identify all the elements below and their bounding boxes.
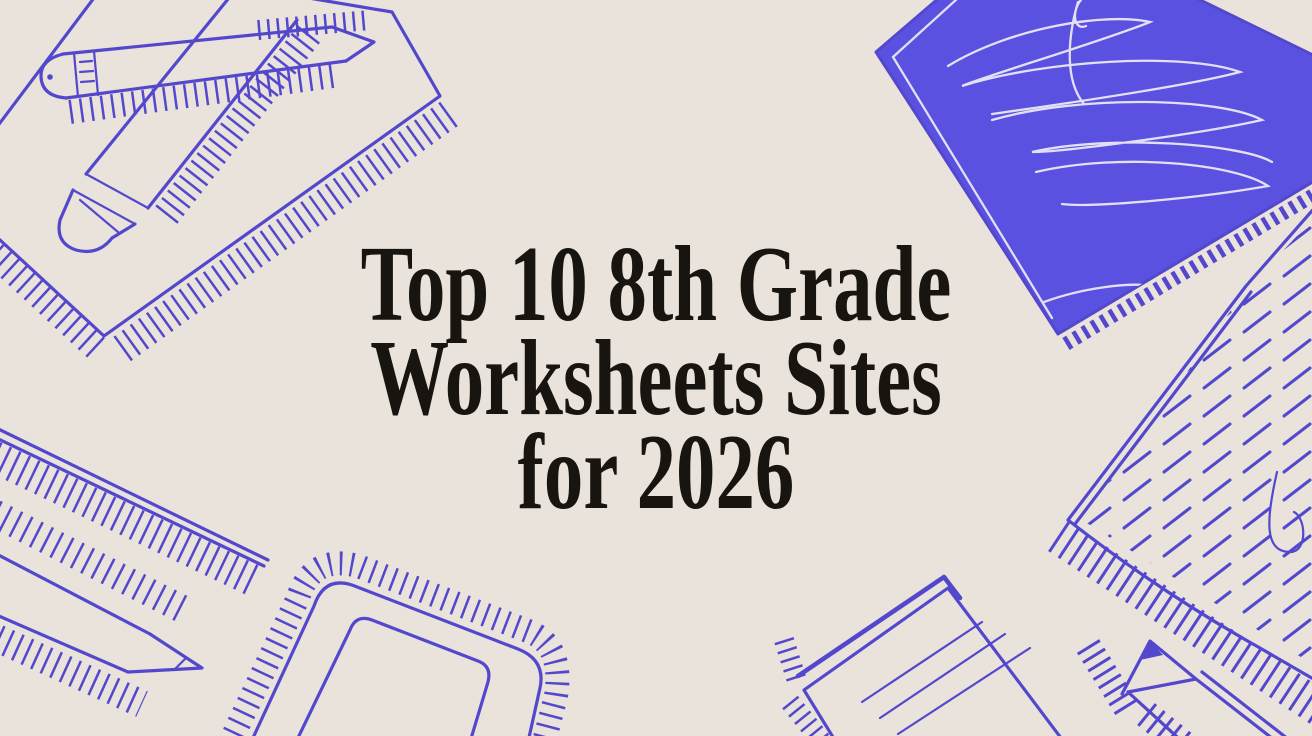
feather-hatch [1076, 639, 1142, 721]
paper-and-pencils-doodle [0, 0, 458, 365]
white-scribble [1068, 0, 1090, 106]
white-scribble [1034, 160, 1271, 207]
scribble-fill [1082, 220, 1312, 664]
white-scribble [990, 100, 1274, 164]
pencil-cone [1120, 639, 1198, 696]
pencil-tip [126, 632, 204, 674]
pencil-body [84, 0, 299, 210]
notebook-cover [874, 0, 1312, 336]
blue-notebook-doodle [874, 0, 1312, 350]
white-scribble [946, 17, 1244, 116]
frame-outer [252, 581, 543, 736]
pencil-body [1126, 670, 1287, 736]
book-edge [0, 428, 270, 568]
book-and-pencil-doodle [0, 428, 270, 717]
pencil-graphite [1140, 641, 1163, 660]
hatch-shadow [0, 241, 105, 358]
ruled-lines [860, 620, 1032, 736]
title-line-3: for 2026 [517, 413, 795, 532]
spine-dashes [1062, 187, 1312, 350]
frame-inner [297, 616, 491, 736]
hatch-shadow [0, 624, 148, 717]
pencil-eraser [57, 188, 137, 254]
hatch-shadow [774, 636, 831, 736]
pencil-ferrule [71, 172, 150, 234]
page-title: Top 10 8th Grade Worksheets Sites for 20… [177, 225, 1135, 532]
hatch-shadow [0, 441, 259, 595]
pencil-eraser [39, 52, 68, 100]
sheet-outline [1066, 208, 1312, 681]
inner-border [891, 0, 1054, 320]
pencil-graphite [172, 656, 188, 672]
scribbled-sheet-doodle [1048, 208, 1312, 726]
paper-stack-doodle [774, 574, 1062, 736]
tablet-frame-doodle [223, 551, 570, 736]
pencil-band [72, 49, 100, 99]
front-sheet [802, 586, 1062, 736]
pencil-dot [47, 74, 53, 80]
tick-border [223, 551, 570, 736]
feather-hatch [1137, 703, 1196, 736]
corner-pencil-doodle [1076, 639, 1287, 736]
pencil-tip [330, 25, 376, 63]
pen-loop [1268, 470, 1305, 554]
title-line-2: Worksheets Sites [370, 319, 942, 438]
title-line-1: Top 10 8th Grade [360, 225, 952, 344]
hatch-shadow [153, 25, 320, 227]
sheet-outline [0, 0, 442, 338]
pencil-body [0, 554, 152, 674]
back-sheet [795, 574, 963, 679]
